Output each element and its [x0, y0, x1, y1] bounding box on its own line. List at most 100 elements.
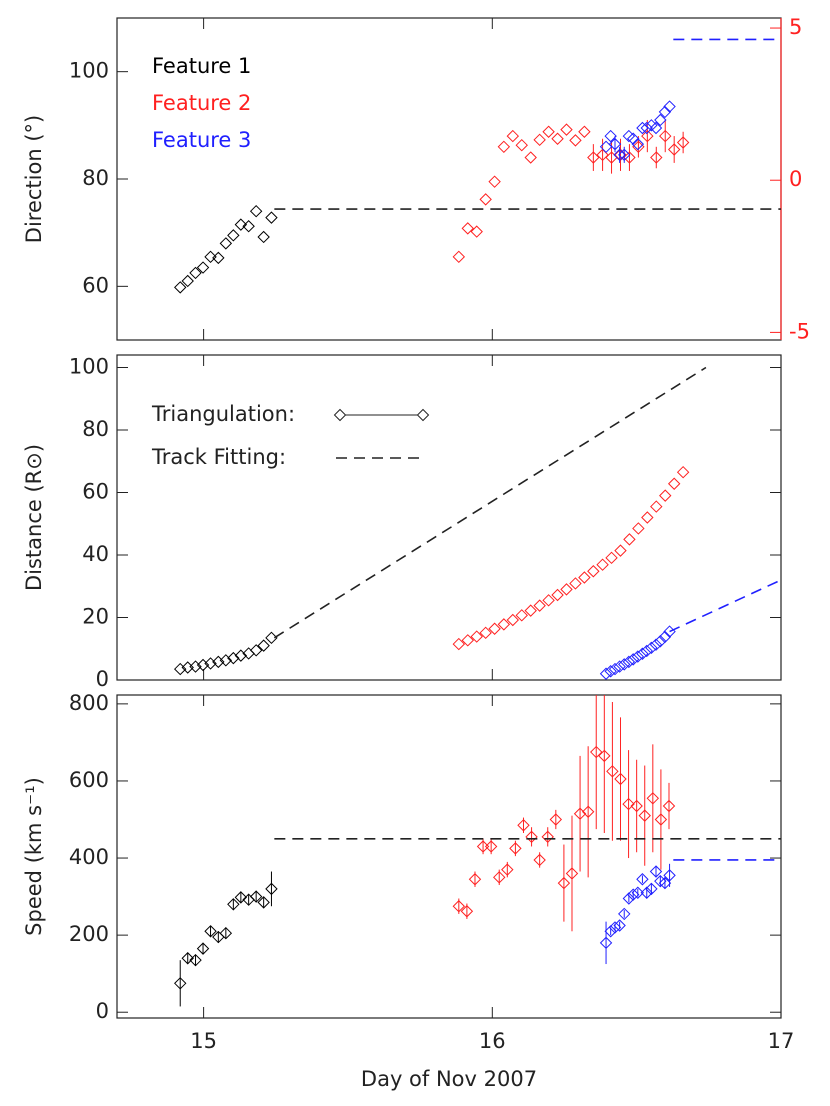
data-point — [598, 749, 611, 763]
data-point — [645, 641, 658, 655]
data-point — [461, 634, 474, 647]
data-point — [524, 151, 537, 164]
data-point — [509, 842, 522, 855]
data-point — [641, 129, 654, 143]
data-point — [654, 113, 667, 127]
data-point — [631, 886, 645, 899]
legend-label: Feature 2 — [152, 91, 251, 115]
data-point — [636, 647, 649, 660]
data-point — [676, 465, 690, 479]
data-point — [501, 863, 514, 876]
y-tick-label: 200 — [69, 922, 109, 946]
data-point — [506, 613, 520, 627]
data-point — [189, 953, 202, 967]
y-tick-label: 800 — [69, 691, 109, 715]
data-point — [599, 667, 613, 680]
data-point — [605, 551, 618, 565]
data-point — [573, 807, 587, 820]
data-point — [645, 882, 658, 896]
plot-area — [174, 366, 781, 680]
data-point — [212, 251, 225, 265]
data-point — [636, 873, 649, 886]
data-point — [533, 599, 546, 612]
y-axis-title: Speed (km s⁻¹) — [22, 777, 46, 936]
data-point — [654, 874, 667, 888]
x-tick-label: 15 — [190, 1029, 217, 1053]
y2-tick-label: 0 — [789, 167, 802, 191]
data-point — [242, 220, 255, 233]
data-point — [234, 891, 248, 904]
data-point — [590, 745, 603, 759]
data-point — [174, 662, 187, 676]
data-point — [569, 134, 582, 147]
data-point — [219, 926, 233, 940]
data-point — [541, 830, 554, 844]
data-point — [578, 125, 591, 138]
fit-line — [669, 579, 781, 633]
legend-marker — [333, 408, 347, 422]
data-point — [560, 123, 573, 136]
data-point — [524, 604, 537, 617]
data-point — [249, 644, 263, 657]
y-tick-label: 0 — [96, 667, 109, 691]
y-tick-label: 40 — [82, 542, 109, 566]
data-point — [613, 919, 626, 932]
data-point — [234, 218, 248, 231]
data-point — [551, 132, 564, 145]
y-tick-label: 60 — [82, 273, 109, 297]
data-point — [569, 577, 582, 590]
data-point — [533, 133, 546, 147]
data-point — [631, 137, 645, 151]
data-point — [257, 639, 270, 652]
data-point — [599, 936, 613, 950]
data-point — [626, 888, 640, 901]
data-point — [189, 266, 202, 280]
y-tick-label: 80 — [82, 417, 109, 441]
data-point — [658, 630, 672, 644]
plot-area — [174, 38, 781, 294]
data-point — [623, 151, 636, 164]
x-tick-label: 17 — [768, 1029, 795, 1053]
data-point — [646, 792, 660, 805]
data-point — [506, 129, 520, 143]
data-point — [632, 522, 645, 535]
data-point — [614, 772, 627, 786]
data-point — [663, 100, 676, 113]
data-point — [641, 511, 654, 524]
legend-label: Feature 3 — [152, 128, 251, 152]
data-point — [488, 622, 501, 635]
data-point — [667, 477, 681, 490]
legend-label: Track Fitting: — [151, 445, 286, 469]
data-point — [493, 871, 506, 884]
data-point — [204, 657, 217, 670]
data-point — [638, 809, 651, 822]
data-point — [204, 250, 217, 264]
data-point — [654, 813, 668, 826]
data-point — [181, 952, 194, 965]
data-point — [174, 281, 187, 294]
data-point — [551, 588, 564, 602]
data-point — [640, 121, 653, 135]
data-point — [618, 907, 631, 921]
data-point — [470, 630, 483, 643]
data-point — [227, 651, 240, 665]
y-axis-title: Direction (°) — [22, 115, 46, 243]
data-point — [604, 129, 617, 143]
data-point — [249, 204, 263, 218]
data-point — [549, 813, 563, 826]
plot-area — [174, 695, 781, 1007]
data-point — [560, 583, 573, 596]
data-point — [219, 237, 233, 250]
x-axis-title: Day of Nov 2007 — [361, 1067, 537, 1091]
data-point — [196, 261, 210, 274]
legend-label: Triangulation: — [151, 402, 295, 426]
data-point — [484, 840, 498, 853]
data-point — [649, 865, 663, 878]
data-point — [219, 654, 233, 667]
data-point — [476, 840, 490, 853]
data-point — [622, 797, 635, 811]
data-point — [265, 882, 278, 896]
data-point — [608, 137, 622, 151]
y-axis-title: Distance (R⊙) — [22, 444, 46, 591]
